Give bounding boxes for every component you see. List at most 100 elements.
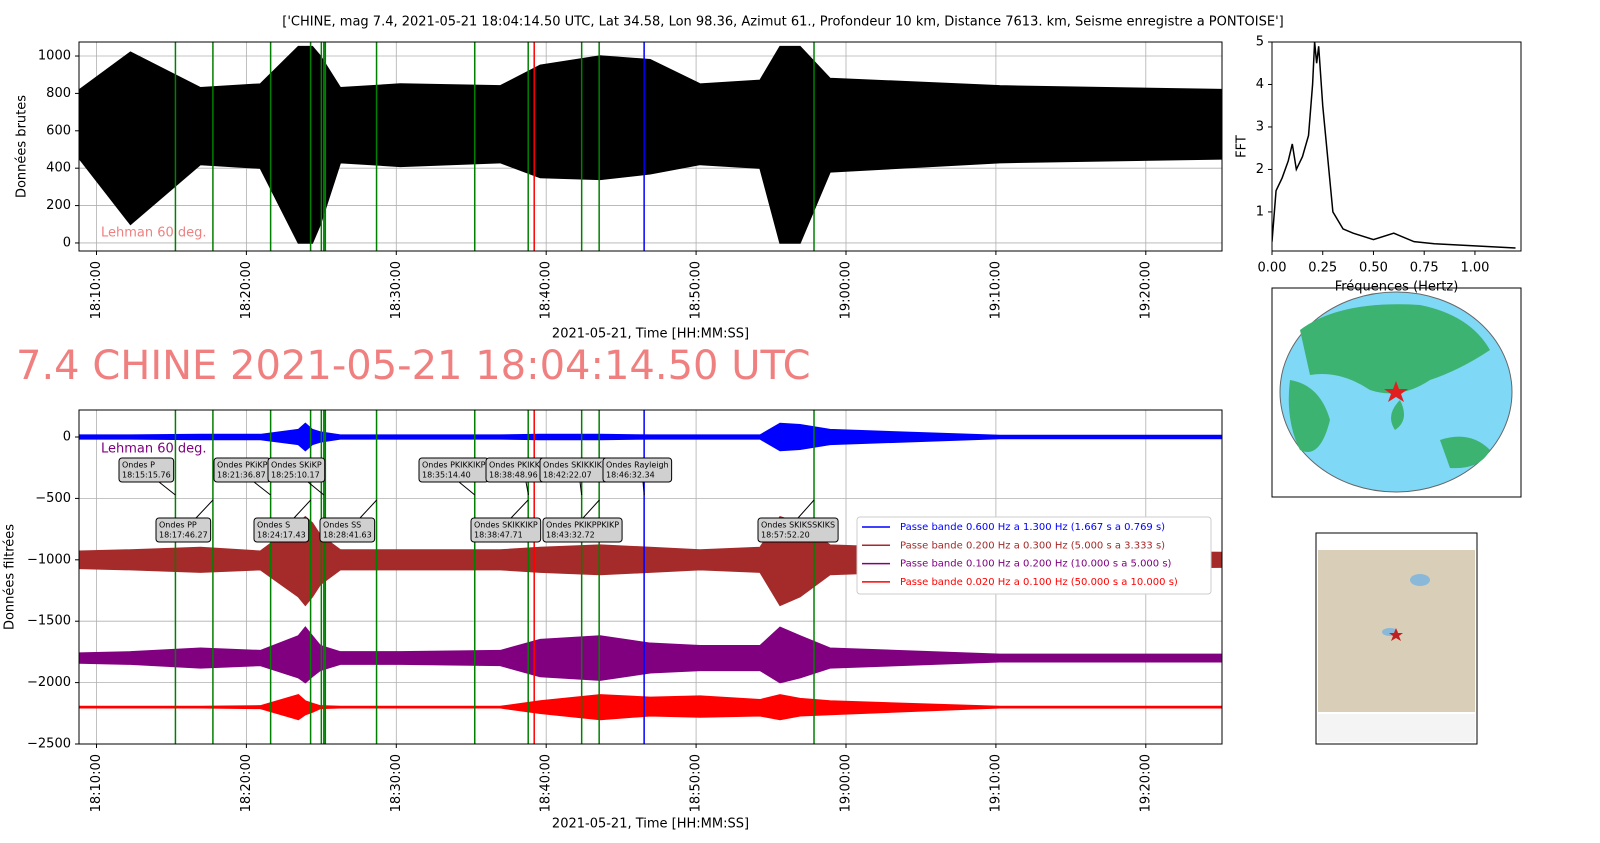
phase-arrow — [525, 481, 529, 496]
phase-box — [542, 517, 623, 543]
phase-box — [267, 457, 326, 483]
x-tick-label: 18:50:00 — [689, 261, 704, 319]
x-tick-label: 19:00:00 — [838, 754, 853, 812]
phase-box — [253, 517, 310, 543]
figure-title: ['CHINE, mag 7.4, 2021-05-21 18:04:14.50… — [282, 15, 1283, 30]
phase-box — [319, 517, 376, 543]
plot-area — [79, 42, 1222, 251]
phase-arrow — [158, 481, 176, 496]
phase-time: 18:38:47.71 — [474, 531, 523, 540]
phase-arrow — [579, 481, 583, 496]
legend: Passe bande 0.600 Hz a 1.300 Hz (1.667 s… — [856, 516, 1212, 595]
y-axis-label: Données filtrées — [3, 524, 18, 630]
y-tick-label: 2 — [1256, 162, 1264, 177]
y-tick-label: 1 — [1256, 204, 1264, 219]
phase-time: 18:43:32.72 — [546, 531, 595, 540]
axes-frame — [78, 41, 1223, 252]
phase-time: 18:42:22.07 — [543, 471, 592, 480]
phase-name: Ondes P — [122, 461, 155, 470]
phase-box — [118, 457, 175, 483]
x-tick-label: 19:20:00 — [1138, 261, 1153, 319]
phase-box — [602, 457, 673, 483]
phase-time: 18:46:32.34 — [606, 471, 655, 480]
axes-frame — [78, 409, 1223, 745]
signal-lower — [79, 437, 1222, 452]
phase-name: Ondes Rayleigh — [606, 461, 669, 470]
signal-lower — [79, 660, 1222, 684]
signal-band — [79, 694, 1222, 720]
y-tick-label: −500 — [35, 491, 71, 506]
phase-arrow — [642, 481, 645, 496]
x-tick-label: 18:10:00 — [89, 754, 104, 812]
legend-frame — [856, 516, 1212, 595]
x-axis-label: 2021-05-21, Time [HH:MM:SS] — [552, 817, 749, 832]
phase-time: 18:35:14.40 — [422, 471, 471, 480]
signal-band — [79, 516, 1222, 606]
phase-arrow — [253, 481, 271, 496]
phase-box — [470, 517, 542, 543]
axes-frame — [1271, 41, 1522, 252]
phase-name: Ondes PKIKKIKP — [422, 461, 486, 470]
spectrum-line — [1272, 42, 1516, 249]
y-tick-label: 4 — [1256, 77, 1264, 92]
phase-name: Ondes PKIKKIKS — [489, 461, 553, 470]
signal-band — [79, 627, 1222, 683]
phase-time: 18:15:15.76 — [122, 471, 171, 480]
y-tick-label: 400 — [46, 161, 71, 176]
y-tick-label: −1000 — [27, 552, 71, 567]
x-tick-label: 0.25 — [1308, 261, 1337, 276]
legend-label: Passe bande 0.600 Hz a 1.300 Hz (1.667 s… — [900, 522, 1165, 533]
phase-arrow — [458, 481, 476, 496]
legend-label: Passe bande 0.100 Hz a 0.200 Hz (10.000 … — [900, 559, 1172, 570]
lehman-note: Lehman 60 deg. — [101, 226, 207, 241]
y-tick-label: 5 — [1256, 35, 1264, 50]
signal-upper — [79, 45, 1222, 91]
phase-arrow — [195, 499, 214, 519]
x-tick-label: 18:10:00 — [89, 261, 104, 319]
x-tick-label: 1.00 — [1460, 261, 1489, 276]
x-axis-label: Fréquences (Hertz) — [1335, 280, 1459, 295]
legend-label: Passe bande 0.200 Hz a 0.300 Hz (5.000 s… — [900, 540, 1165, 551]
phase-name: Ondes SKiKP — [271, 461, 322, 470]
phase-arrow — [359, 499, 378, 519]
signal-upper — [79, 694, 1222, 708]
phase-arrow — [307, 481, 325, 496]
x-tick-label: 0.00 — [1258, 261, 1287, 276]
plot-area — [1272, 42, 1516, 249]
x-tick-label: 18:30:00 — [389, 261, 404, 319]
phase-time: 18:28:41.63 — [323, 531, 372, 540]
signal-lower — [79, 707, 1222, 721]
y-tick-label: 600 — [46, 123, 71, 138]
y-tick-label: 200 — [46, 198, 71, 213]
x-tick-label: 18:40:00 — [539, 261, 554, 319]
y-tick-label: −2000 — [27, 675, 71, 690]
y-tick-label: 3 — [1256, 119, 1264, 134]
phase-name: Ondes PP — [159, 521, 197, 530]
signal-band — [79, 423, 1222, 451]
x-tick-label: 18:30:00 — [389, 754, 404, 812]
signal-band — [79, 46, 1222, 243]
phase-time: 18:24:17.43 — [257, 531, 306, 540]
phase-arrow — [797, 499, 815, 519]
x-tick-label: 19:10:00 — [988, 754, 1003, 812]
globe-map — [1271, 287, 1522, 498]
x-tick-label: 18:40:00 — [539, 754, 554, 812]
event-heading: 7.4 CHINE 2021-05-21 18:04:14.50 UTC — [16, 343, 811, 389]
y-tick-label: 0 — [63, 430, 71, 445]
x-tick-label: 0.75 — [1410, 261, 1439, 276]
x-tick-label: 0.50 — [1359, 261, 1388, 276]
y-tick-label: 1000 — [38, 49, 71, 64]
y-axis-label: FFT — [1235, 135, 1250, 158]
y-tick-label: 0 — [63, 235, 71, 250]
signal-lower — [79, 158, 1222, 244]
y-tick-label: 800 — [46, 86, 71, 101]
phase-name: Ondes S — [257, 521, 290, 530]
regional-map — [1315, 532, 1478, 745]
phase-time: 18:21:36.87 — [217, 471, 266, 480]
x-tick-label: 18:50:00 — [689, 754, 704, 812]
x-tick-label: 19:10:00 — [988, 261, 1003, 319]
panel: 18:10:00 18:20:00 18:30:00 18:40:00 18:50:00… — [3, 409, 1223, 832]
y-tick-label: −1500 — [27, 614, 71, 629]
